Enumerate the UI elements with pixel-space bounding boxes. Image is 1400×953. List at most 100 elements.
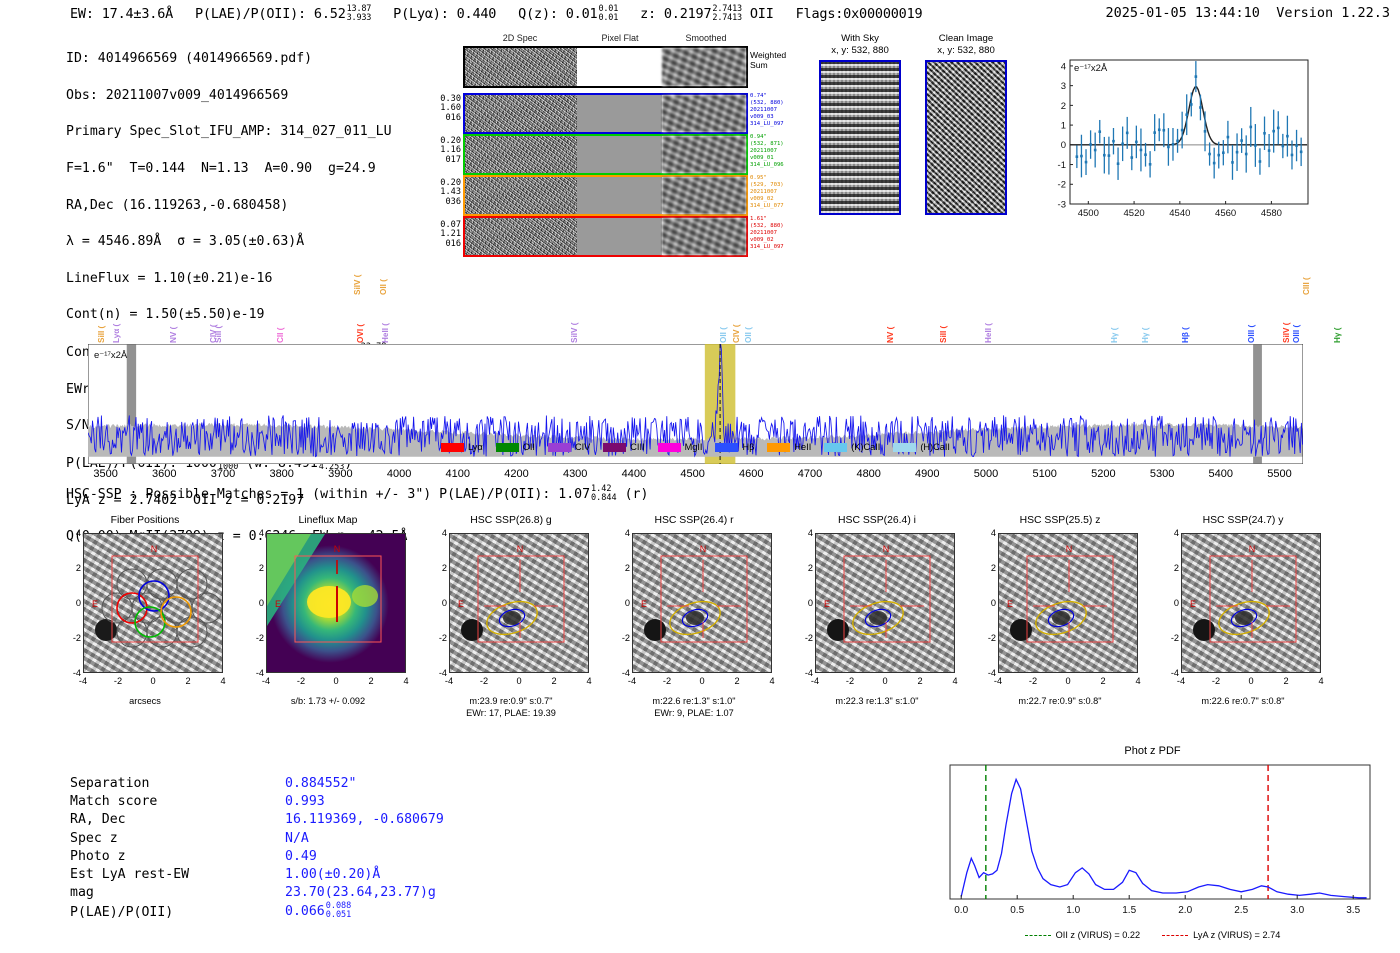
emission-line-label: OVI (	[356, 323, 366, 343]
svg-text:e⁻¹⁷x2Å: e⁻¹⁷x2Å	[1074, 63, 1108, 74]
axis-tick: -4	[1176, 676, 1186, 686]
match-detail-table: Separation 0.884552" Match score 0.993 RA, D…	[70, 775, 444, 922]
fiber-right-label: 1.61" (532, 880) 20211007 v009_02 314_LU_097	[750, 216, 784, 250]
svg-text:4540: 4540	[1169, 208, 1190, 219]
photz-legend: OII z (VIRUS) = 0.22 LyA z (VIRUS) = 2.74	[930, 930, 1375, 940]
svg-text:2.0: 2.0	[1178, 905, 1192, 916]
svg-text:-3: -3	[1058, 199, 1066, 210]
match-key: RA, Dec	[70, 812, 126, 828]
emission-line-label: CIV (	[731, 324, 741, 343]
axis-tick: 0	[882, 676, 888, 686]
cutout-panel-2[interactable]: Lineflux Map N E -4 -2 0 2 4 -4 -2 0 2 4 s/b: 1.73 +/…	[238, 515, 418, 706]
fiber-strip-4	[463, 216, 748, 257]
photz-pdf-panel: Phot z PDF 0.0 0.5 1.0 1.5 2.0 2.5 3.0 3.5 OII …	[930, 745, 1375, 945]
spectrum-tick: 4900	[915, 468, 940, 480]
clean-cutout-image	[925, 60, 1007, 215]
spectrum-tick: 4600	[739, 468, 764, 480]
flags-value: Flags:0x00000019	[795, 6, 923, 23]
match-row: mag 23.70(23.64,23.77)g	[70, 884, 444, 902]
axis-tick: -2	[804, 633, 813, 643]
axis-tick: -2	[987, 633, 996, 643]
axis-tick: 0	[333, 676, 339, 686]
source-info-block: ID: 4014966569 (4014966569.pdf) Obs: 202…	[66, 32, 486, 565]
svg-text:4560: 4560	[1215, 208, 1236, 219]
svg-text:E: E	[275, 599, 281, 609]
emission-line-label: SiIV (	[1282, 322, 1291, 343]
axis-tick: -2	[1170, 633, 1179, 643]
info-line: F=1.6" T=0.144 N=1.13 A=0.90 g=24.9	[66, 161, 376, 177]
photz-legend-label: LyA z (VIRUS) = 2.74	[1193, 930, 1281, 940]
axis-tick: 0	[624, 598, 630, 608]
spectrum-tick: 3700	[210, 468, 236, 480]
cutout-footer: m:22.7 re:0.9" s:0.8"	[970, 695, 1150, 707]
cutout-y-axis: -4 -2 0 2 4	[244, 528, 264, 678]
cutout-y-axis: -4 -2 0 2 4	[61, 528, 81, 678]
cutout-panel-6[interactable]: HSC SSP(25.5) z N E -4 -2 0 2 4 -4 -2 0 2 4 m:22.7 re…	[970, 515, 1150, 706]
svg-text:-1: -1	[1058, 160, 1066, 171]
axis-tick: 4	[441, 528, 447, 538]
axis-tick: 4	[1135, 676, 1141, 686]
axis-tick: 2	[185, 676, 191, 686]
axis-tick: 0	[1065, 676, 1071, 686]
axis-tick: 0	[258, 598, 264, 608]
spectrum-tick: 5200	[1091, 468, 1116, 480]
svg-text:E: E	[1007, 599, 1013, 609]
spectrum-tick: 3500	[93, 468, 118, 480]
axis-tick: 4	[220, 676, 226, 686]
cutout-y-axis: -4 -2 0 2 4	[793, 528, 813, 678]
spectrum-tick: 3600	[152, 468, 177, 480]
svg-text:E: E	[458, 599, 464, 609]
svg-text:4580: 4580	[1261, 208, 1282, 219]
legend-label: (K)CaII	[851, 442, 881, 452]
2d-spectrum-strips: 2D Spec Pixel Flat Smoothed Weighted Sum …	[428, 33, 786, 257]
cutout-panel-5[interactable]: HSC SSP(26.4) i N E -4 -2 0 2 4 -4 -2 0 2 4 m:22.3 re…	[787, 515, 967, 706]
spectrum-tick: 5000	[973, 468, 999, 480]
legend-item: Lyα	[441, 442, 483, 452]
legend-item: Hβ	[715, 442, 754, 452]
axis-tick: 0	[1248, 676, 1254, 686]
axis-tick: 4	[624, 528, 630, 538]
axis-tick: 2	[1100, 676, 1106, 686]
svg-text:N: N	[883, 544, 890, 554]
photz-svg: 0.0 0.5 1.0 1.5 2.0 2.5 3.0 3.5	[949, 764, 1371, 916]
with-sky-panel: With Sky x, y: 532, 880	[812, 33, 908, 215]
emission-line-label: OII (	[378, 279, 388, 295]
cutout-footer-line1: m:22.6 re:0.7" s:0.8"	[1201, 696, 1285, 706]
emission-line-label: Hβ (	[1181, 327, 1191, 343]
axis-tick: 0	[1173, 598, 1179, 608]
axis-tick: 0	[516, 676, 522, 686]
clean-image-title: Clean Image	[938, 33, 994, 44]
cutout-panel-1[interactable]: Fiber Positions N E -4 -2 0 2 4 -4 -2 0 2 4 arcsecs	[55, 515, 235, 706]
match-row: Separation 0.884552"	[70, 775, 444, 793]
axis-tick: 2	[990, 563, 996, 573]
cutout-panel-7[interactable]: HSC SSP(24.7) y N E -4 -2 0 2 4 -4 -2 0 2 4 m:22.6 re…	[1153, 515, 1333, 706]
legend-swatch	[547, 442, 571, 452]
emission-line-label: SiII (	[96, 325, 106, 343]
axis-tick: 4	[1173, 528, 1179, 538]
qz-value: Q(z): 0.01 0.01 0.01	[518, 4, 619, 23]
legend-label: Lyα	[468, 442, 483, 452]
axis-tick: -2	[662, 676, 672, 686]
cutout-title: HSC SSP(24.7) y	[1202, 515, 1284, 526]
svg-text:3.5: 3.5	[1346, 905, 1360, 916]
cutout-panel-3[interactable]: HSC SSP(26.8) g N E -4 -2 0 2 4 -4 -2 0 2 4 m:23.9 re…	[421, 515, 601, 718]
legend-label: HeII	[794, 442, 812, 452]
cutout-panel-4[interactable]: HSC SSP(26.4) r N E -4 -2 0 2 4 -4 -2 0 2 4 m:22.6 re…	[604, 515, 784, 718]
cutout-title: HSC SSP(26.8) g	[470, 515, 552, 526]
axis-tick: 4	[403, 676, 409, 686]
match-value: 0.066	[285, 904, 325, 920]
cutout-footer: m:23.9 re:0.9" s:0.7" EWr: 17, PLAE: 19.3…	[421, 695, 601, 719]
axis-tick: 2	[1173, 563, 1179, 573]
axis-tick: -4	[72, 668, 81, 678]
legend-label: MgII	[684, 442, 703, 452]
axis-tick: -4	[621, 668, 630, 678]
svg-text:4520: 4520	[1124, 208, 1145, 219]
emission-line-label: HeII (	[984, 322, 994, 343]
